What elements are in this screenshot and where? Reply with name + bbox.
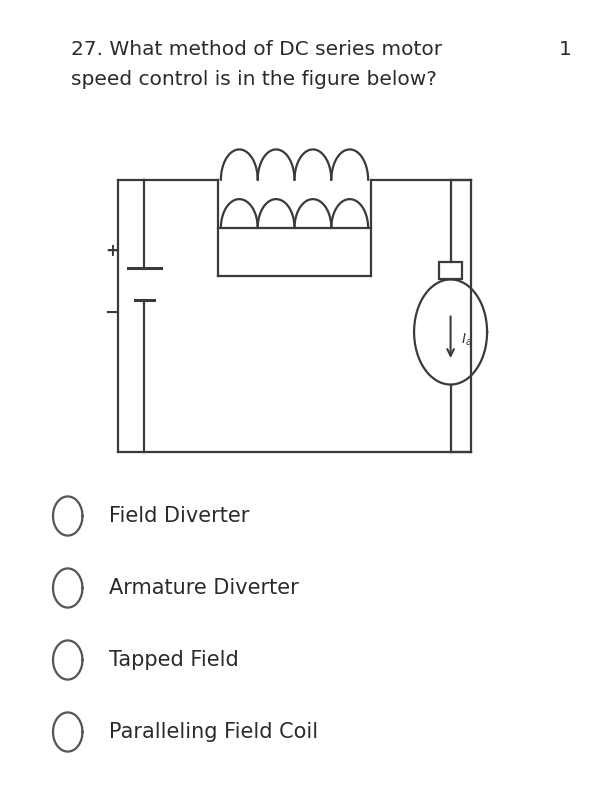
Text: +: +: [105, 242, 119, 260]
Text: speed control is in the figure below?: speed control is in the figure below?: [71, 70, 436, 90]
Text: Paralleling Field Coil: Paralleling Field Coil: [109, 722, 318, 742]
Text: $I_a$: $I_a$: [461, 332, 472, 348]
Text: 27. What method of DC series motor: 27. What method of DC series motor: [71, 40, 442, 59]
Text: Tapped Field: Tapped Field: [109, 650, 239, 670]
Bar: [439, 262, 462, 279]
Text: Field Diverter: Field Diverter: [109, 506, 249, 526]
Text: Armature Diverter: Armature Diverter: [109, 578, 299, 598]
Text: −: −: [104, 304, 120, 322]
Text: 1: 1: [558, 40, 571, 59]
